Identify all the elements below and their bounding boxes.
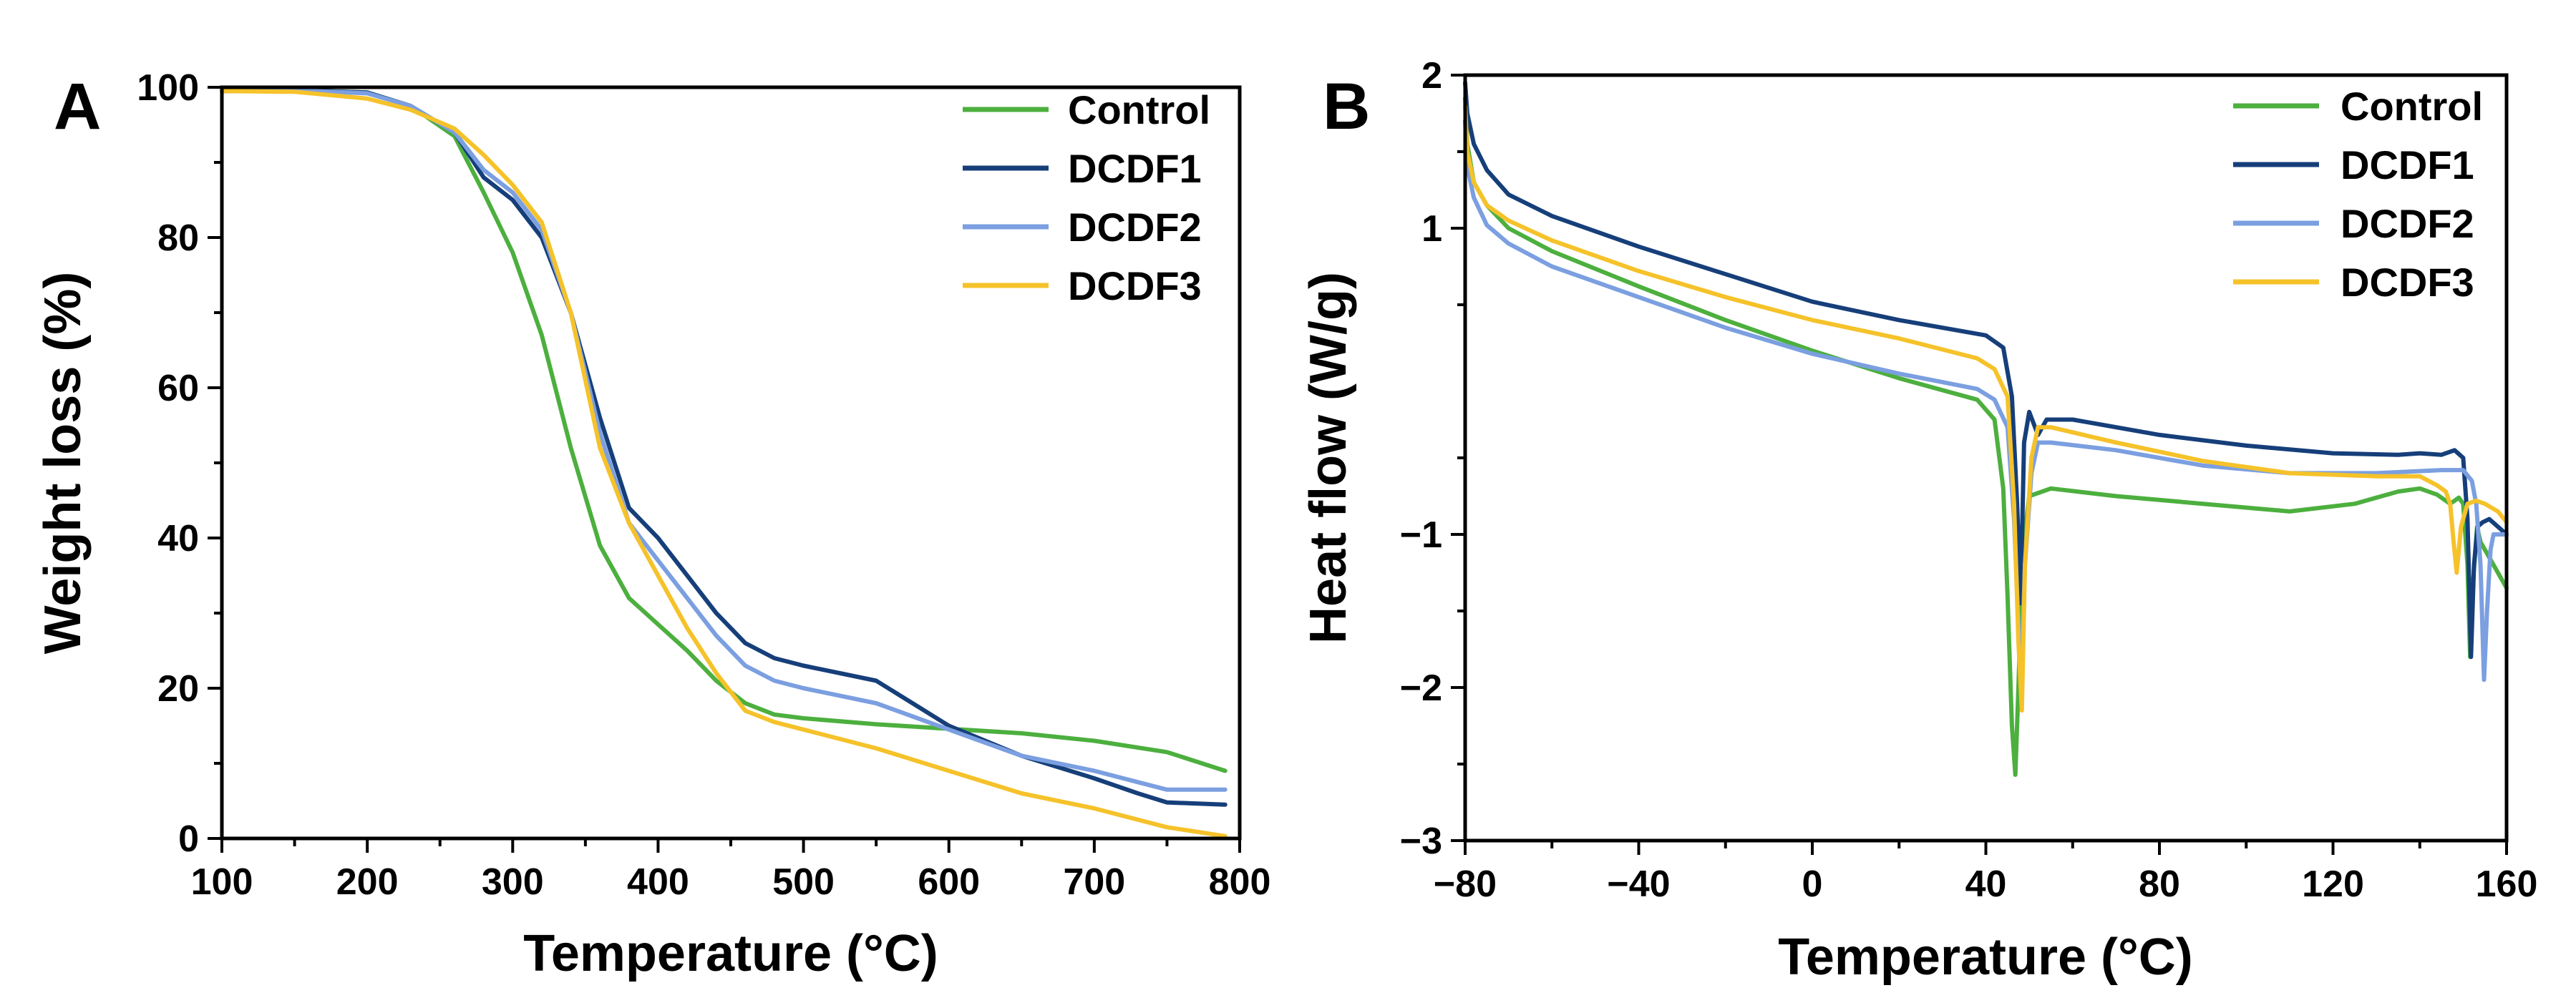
panel-a-plot-frame [220, 85, 1242, 841]
panel-b-y-tick-label: −1 [1400, 514, 1442, 556]
panel-b-y-axis-title: Heat flow (W/g) [1300, 272, 1357, 644]
panel-a-series-control [220, 88, 1228, 773]
panel-a-series-dcdf3 [220, 89, 1228, 838]
panel-b-series-control [1463, 96, 2509, 777]
panel-b-x-tick-label: 80 [2139, 863, 2180, 905]
panel-b-x-tick-label: 40 [1965, 863, 2007, 905]
panel-b-y-tick-label: −3 [1400, 821, 1442, 862]
panel-b-x-tick-label: 0 [1802, 863, 1823, 905]
panel-a-y-tick-label: 80 [157, 217, 199, 259]
panel-b: B −80 −40 0 40 80 120 160 −3 −2 −1 1 2 Temperature … [1300, 55, 2537, 986]
panel-b-x-tick-label: −40 [1607, 863, 1670, 905]
panel-a-y-tick-label: 20 [157, 668, 199, 710]
panel-a-ticks: 100 200 300 400 500 600 700 800 0 20 40 60 80 100 [137, 67, 1270, 903]
panel-a: A 100 200 300 400 500 600 700 800 0 20 40 60 80 100 T… [34, 67, 1270, 982]
panel-a-x-tick-label: 200 [336, 861, 399, 903]
panel-b-plot-frame [1463, 73, 2509, 843]
panel-a-x-tick-label: 100 [191, 861, 253, 903]
panel-a-series-dcdf2 [220, 88, 1228, 792]
panel-b-series-dcdf3 [1463, 103, 2509, 713]
panel-a-y-tick-label: 40 [157, 518, 199, 559]
panel-a-x-tick-label: 500 [772, 861, 835, 903]
panel-b-y-tick-label: 2 [1421, 55, 1442, 97]
panel-a-y-tick-label: 100 [137, 67, 199, 109]
panel-a-legend-label-dcdf2: DCDF2 [1068, 205, 1202, 250]
panel-a-x-tick-label: 600 [918, 861, 980, 903]
panel-b-legend: Control DCDF1 DCDF2 DCDF3 [2233, 84, 2483, 305]
panel-a-x-tick-label: 800 [1209, 861, 1271, 903]
panel-b-legend-label-control: Control [2341, 84, 2483, 129]
panel-a-legend: Control DCDF1 DCDF2 DCDF3 [963, 87, 1210, 308]
panel-a-series-dcdf1 [220, 88, 1228, 807]
panel-b-y-tick-label: 1 [1421, 208, 1442, 250]
panel-a-x-tick-label: 400 [627, 861, 689, 903]
panel-b-series [1463, 80, 2509, 777]
panel-b-x-tick-label: 120 [2302, 863, 2364, 905]
panel-b-label: B [1323, 70, 1370, 143]
panel-b-x-tick-label: −80 [1434, 863, 1497, 905]
panel-a-legend-label-dcdf1: DCDF1 [1068, 146, 1202, 191]
panel-a-label: A [54, 70, 101, 143]
panel-a-y-tick-label: 0 [178, 818, 199, 860]
panel-b-legend-label-dcdf1: DCDF1 [2341, 142, 2474, 187]
panel-a-x-axis-title: Temperature (°C) [523, 925, 938, 982]
panel-a-y-tick-label: 60 [157, 368, 199, 409]
panel-b-x-axis-title: Temperature (°C) [1778, 929, 2193, 986]
panel-a-series [220, 88, 1228, 838]
panel-a-legend-label-dcdf3: DCDF3 [1068, 263, 1202, 308]
panel-a-y-axis-title: Weight loss (%) [34, 272, 92, 655]
panel-b-legend-label-dcdf3: DCDF3 [2341, 260, 2474, 305]
panel-a-x-tick-label: 700 [1063, 861, 1125, 903]
panel-b-legend-label-dcdf2: DCDF2 [2341, 201, 2474, 246]
panel-a-legend-label-control: Control [1068, 87, 1210, 132]
panel-b-ticks: −80 −40 0 40 80 120 160 −3 −2 −1 1 2 [1400, 55, 2538, 905]
panel-b-y-tick-label: −2 [1400, 667, 1442, 709]
panel-a-x-tick-label: 300 [482, 861, 544, 903]
panel-b-x-tick-label: 160 [2476, 863, 2538, 905]
